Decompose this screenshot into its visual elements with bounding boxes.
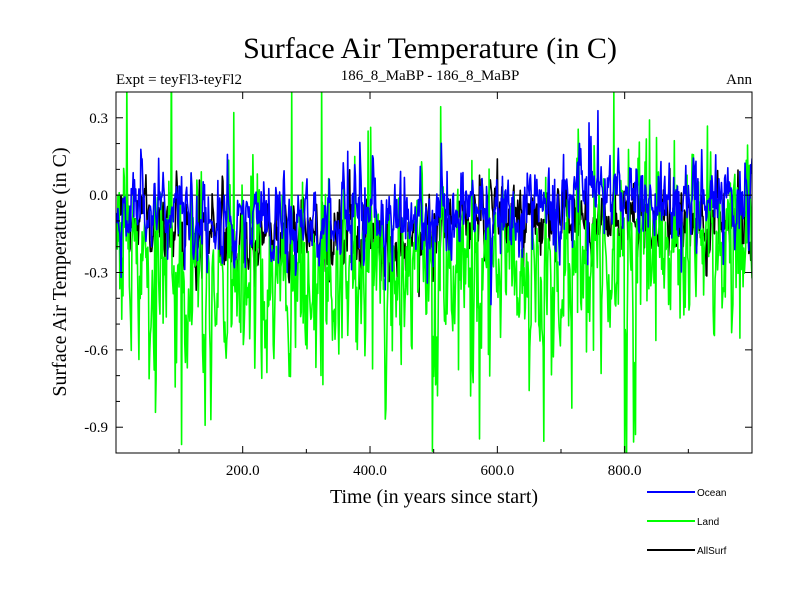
x-tick-label: 600.0 <box>480 463 514 479</box>
x-tick-label: 200.0 <box>226 463 260 479</box>
legend-label-ocean: Ocean <box>697 488 726 499</box>
period-label: 186_8_MaBP - 186_8_MaBP <box>341 68 520 84</box>
season-label: Ann <box>726 72 752 88</box>
series-layer <box>116 92 752 453</box>
chart-title: Surface Air Temperature (in C) <box>243 32 617 65</box>
x-axis-label: Time (in years since start) <box>330 486 538 508</box>
y-axis-label: Surface Air Temperature (in C) <box>49 147 71 396</box>
series-line-ocean <box>116 109 752 306</box>
legend-label-allsurf: AllSurf <box>697 546 727 557</box>
x-tick-label: 800.0 <box>608 463 642 479</box>
experiment-label: Expt = teyFl3-teyFl2 <box>116 72 242 88</box>
y-axis-ticks: 0.3 0.0 -0.3 -0.6 -0.9 <box>84 111 752 436</box>
x-axis-ticks: 200.0 400.0 600.0 800.0 <box>178 92 689 479</box>
y-tick-label: -0.3 <box>84 266 108 282</box>
legend-label-land: Land <box>697 517 719 528</box>
plot-area: 200.0 400.0 600.0 800.0 0.3 0.0 -0.3 -0.6 -0.9 <box>84 91 753 479</box>
y-tick-label: 0.0 <box>89 188 108 204</box>
y-tick-label: -0.9 <box>84 420 108 436</box>
y-tick-label: -0.6 <box>84 343 108 359</box>
x-tick-label: 400.0 <box>353 463 387 479</box>
legend: Ocean Land AllSurf <box>647 488 727 557</box>
y-tick-label: 0.3 <box>89 111 108 127</box>
